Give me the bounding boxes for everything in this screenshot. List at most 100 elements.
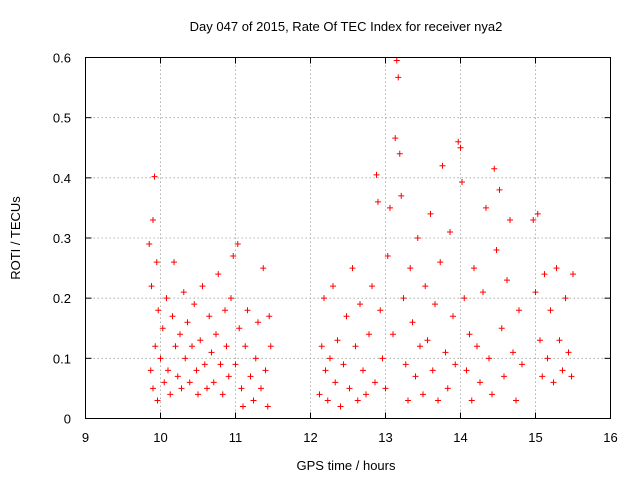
data-point — [530, 216, 537, 223]
data-point — [169, 313, 176, 320]
data-point — [477, 379, 483, 386]
data-point — [163, 295, 170, 302]
data-point — [267, 343, 274, 350]
data-point — [334, 337, 341, 344]
data-point — [405, 397, 411, 404]
data-point — [412, 373, 419, 380]
data-point — [150, 385, 156, 392]
data-point — [316, 391, 323, 398]
data-point — [327, 355, 333, 362]
data-point — [539, 373, 546, 380]
data-point — [155, 307, 162, 314]
data-point — [544, 355, 551, 362]
data-point — [395, 74, 402, 81]
data-point — [197, 337, 204, 344]
data-point — [372, 379, 378, 386]
data-point — [507, 216, 513, 223]
data-point — [222, 307, 228, 314]
data-point — [510, 349, 516, 356]
data-point — [486, 355, 492, 362]
grid — [85, 57, 611, 419]
data-point — [480, 289, 486, 296]
data-point — [414, 235, 421, 241]
data-point — [498, 325, 505, 332]
data-point — [260, 265, 267, 272]
x-tick-label: 11 — [229, 430, 243, 445]
data-point — [407, 265, 414, 272]
data-point — [402, 361, 409, 368]
data-point — [547, 307, 554, 314]
data-point — [147, 367, 154, 374]
data-point — [553, 265, 560, 272]
x-axis-label: GPS time / hours — [297, 458, 396, 473]
data-point — [474, 343, 480, 350]
data-point — [556, 337, 563, 344]
y-tick-label: 0.4 — [53, 171, 71, 186]
data-point — [455, 138, 462, 145]
data-point — [491, 165, 498, 172]
data-point — [346, 385, 353, 392]
data-point — [396, 150, 403, 157]
y-tick-labels: 0 0.1 0.2 0.3 0.4 0.5 0.6 — [53, 51, 71, 427]
data-point — [373, 171, 380, 178]
data-point — [375, 198, 381, 205]
data-point — [379, 355, 386, 362]
data-point — [471, 265, 477, 272]
data-point — [516, 307, 522, 314]
data-point — [352, 343, 359, 350]
x-tick-label: 16 — [603, 430, 617, 445]
data-point — [240, 403, 246, 410]
y-tick-label: 0.6 — [53, 51, 71, 66]
data-point — [424, 337, 431, 344]
data-point — [159, 325, 166, 332]
data-point — [228, 295, 234, 302]
x-tick-label: 15 — [528, 430, 542, 445]
data-point — [178, 385, 185, 392]
data-point — [324, 397, 331, 404]
y-tick-label: 0 — [64, 412, 71, 427]
data-point — [360, 367, 366, 374]
data-point — [266, 313, 273, 320]
data-point — [393, 57, 400, 64]
data-point — [321, 295, 327, 302]
data-point — [390, 331, 396, 338]
data-point — [150, 216, 156, 223]
data-point — [191, 301, 198, 308]
data-point — [422, 283, 429, 290]
data-point — [382, 385, 389, 392]
data-point — [161, 379, 168, 386]
data-point — [262, 367, 269, 374]
data-point — [343, 313, 350, 320]
data-point — [195, 391, 201, 398]
data-point — [210, 379, 217, 386]
data-point — [322, 367, 329, 374]
data-point — [177, 331, 183, 338]
data-point — [264, 403, 271, 410]
x-tick-label: 10 — [153, 430, 167, 445]
data-point — [387, 204, 393, 211]
data-point — [151, 173, 158, 180]
data-point — [377, 307, 384, 314]
data-point — [366, 331, 372, 338]
data-point — [493, 247, 500, 254]
data-point — [219, 391, 226, 398]
data-point — [146, 241, 153, 248]
data-point — [152, 343, 159, 350]
data-point — [148, 283, 155, 290]
data-point — [459, 179, 465, 186]
data-point — [247, 373, 254, 380]
data-point — [217, 361, 224, 368]
data-point — [463, 367, 470, 374]
axis-ticks — [85, 57, 611, 419]
data-point — [349, 265, 356, 272]
data-point — [186, 379, 193, 386]
data-point — [234, 241, 241, 248]
data-point — [369, 283, 375, 290]
data-point — [532, 289, 539, 296]
data-point — [330, 283, 336, 290]
plot-frame — [85, 57, 611, 419]
data-point — [466, 331, 473, 338]
x-tick-label: 9 — [82, 430, 89, 445]
data-point — [565, 349, 572, 356]
data-point — [244, 307, 251, 314]
